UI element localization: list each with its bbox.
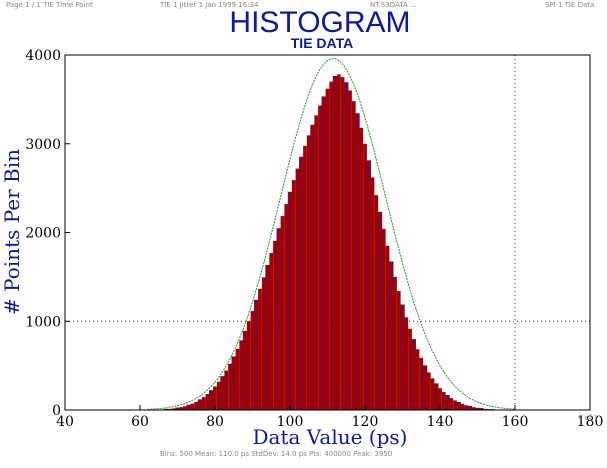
- header-left: Page 1 / 1 TIE Time Point: [6, 1, 93, 9]
- histogram-bar: [461, 404, 465, 410]
- histogram-bar: [202, 397, 206, 410]
- histogram-bar: [232, 357, 236, 410]
- histogram-bar: [419, 358, 423, 410]
- histogram-bar: [239, 340, 243, 410]
- histogram-bar: [191, 404, 195, 410]
- histogram-bar: [228, 364, 232, 410]
- histogram-bar: [352, 101, 356, 410]
- footer-text: Bins: 500 Mean: 110.0 ps StdDev: 14.0 ps…: [160, 450, 392, 458]
- histogram-bar: [187, 405, 191, 410]
- histogram-bar: [262, 277, 266, 410]
- histogram-bar: [277, 229, 281, 410]
- page-number: 1 of 1: [578, 414, 598, 422]
- histogram-bar: [209, 390, 213, 410]
- histogram-bar: [251, 311, 255, 410]
- histogram-bar: [359, 128, 363, 410]
- x-tick-label: 80: [206, 414, 224, 430]
- histogram-bar: [198, 400, 202, 410]
- histogram-bar: [446, 395, 450, 410]
- histogram-bar: [217, 382, 221, 410]
- histogram-bar: [344, 83, 348, 410]
- chart-subtitle: TIE DATA: [291, 35, 353, 51]
- histogram-bar: [236, 349, 240, 410]
- y-tick-label: 0: [52, 403, 61, 419]
- histogram-bar: [367, 161, 371, 410]
- histogram-bar: [333, 76, 337, 410]
- histogram-bar: [393, 277, 397, 410]
- histogram-bar: [254, 300, 258, 410]
- histogram-bar: [329, 82, 333, 410]
- y-tick-label: 3000: [25, 137, 61, 153]
- histogram-bar: [183, 406, 187, 410]
- histogram-bar: [449, 398, 453, 410]
- x-axis-label: Data Value (ps): [253, 425, 408, 449]
- header-right: SPI 1 TIE Data: [545, 1, 594, 9]
- histogram-bar: [288, 192, 292, 410]
- histogram-bar: [318, 106, 322, 410]
- histogram-bar: [453, 400, 457, 410]
- x-tick-label: 60: [131, 414, 149, 430]
- histogram-bar: [434, 384, 438, 410]
- histogram-bar: [457, 402, 461, 410]
- histogram-bar: [348, 91, 352, 411]
- histogram-bar: [326, 89, 330, 410]
- histogram-bar: [299, 157, 303, 410]
- histogram-bar: [371, 177, 375, 410]
- histogram-bar: [401, 305, 405, 410]
- histogram-bar: [322, 97, 326, 410]
- histogram-bar: [416, 349, 420, 410]
- histogram-bar: [337, 75, 341, 410]
- histogram-bar: [307, 135, 311, 410]
- histogram-bar: [281, 216, 285, 410]
- histogram-bar: [389, 262, 393, 410]
- x-tick-label: 140: [427, 414, 454, 430]
- histogram-bar: [266, 265, 270, 410]
- histogram-bar: [423, 366, 427, 410]
- histogram-bar: [311, 125, 315, 410]
- histogram-bar: [221, 376, 225, 410]
- histogram-bar: [292, 180, 296, 410]
- histogram-bar: [194, 402, 198, 410]
- histogram-bar: [284, 204, 288, 410]
- histogram-bar: [382, 229, 386, 410]
- y-tick-label: 4000: [25, 48, 61, 64]
- histogram-bar: [397, 291, 401, 410]
- histogram-bar: [386, 246, 390, 410]
- y-axis-label: # Points Per Bin: [0, 149, 24, 315]
- histogram-bar: [303, 146, 307, 410]
- y-tick-label: 1000: [25, 314, 61, 330]
- histogram-bar: [356, 114, 360, 410]
- histogram-bar: [412, 339, 416, 410]
- histogram-bar: [296, 169, 300, 410]
- histogram-bar: [247, 321, 251, 410]
- histogram-bar: [374, 195, 378, 410]
- histogram-bar: [427, 372, 431, 410]
- histogram-bar: [269, 253, 273, 410]
- histogram-bar: [314, 115, 318, 410]
- histogram-bar: [341, 77, 345, 410]
- histogram-bar: [243, 331, 247, 410]
- histogram-bar: [408, 329, 412, 410]
- histogram-bar: [431, 378, 435, 410]
- histogram-bar: [258, 289, 262, 410]
- histogram-bar: [224, 371, 228, 410]
- histogram-bar: [468, 406, 472, 410]
- x-tick-label: 160: [502, 414, 529, 430]
- histogram-bar: [378, 212, 382, 410]
- histogram-bar: [206, 394, 210, 410]
- histogram-bar: [273, 241, 277, 410]
- histogram-bar: [464, 405, 468, 410]
- histogram-bar: [404, 317, 408, 410]
- histogram-bar: [363, 144, 367, 410]
- histogram-bar: [442, 392, 446, 410]
- y-tick-label: 2000: [25, 226, 61, 242]
